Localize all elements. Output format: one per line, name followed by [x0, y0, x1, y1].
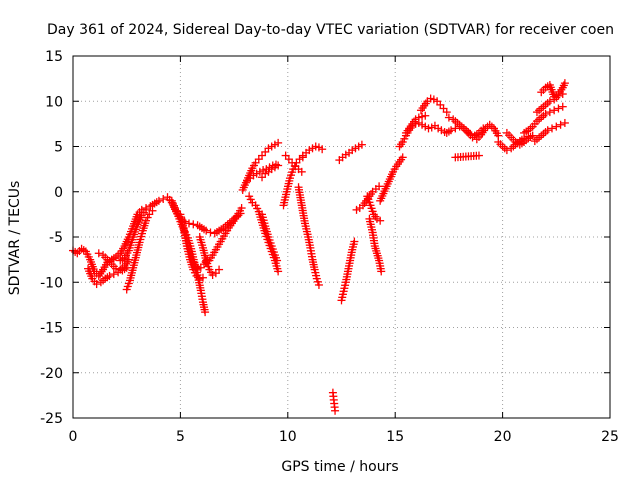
data-point: [541, 128, 550, 137]
data-point: [552, 122, 561, 131]
data-point: [548, 124, 557, 133]
data-point: [541, 100, 550, 109]
data-point: [273, 256, 282, 265]
data-point: [94, 249, 103, 258]
data-point: [189, 220, 198, 229]
data-point: [537, 113, 546, 122]
data-point: [543, 126, 552, 135]
data-point: [507, 144, 516, 153]
data-point: [502, 146, 511, 155]
data-point: [535, 106, 544, 115]
data-point: [554, 91, 563, 100]
data-point: [274, 161, 283, 170]
data-point: [451, 124, 460, 133]
data-point: [148, 206, 157, 215]
y-tick-label: -15: [40, 321, 63, 337]
data-point: [96, 278, 105, 287]
grid-lines: [73, 56, 610, 418]
data-point: [421, 111, 430, 120]
data-point: [457, 122, 466, 131]
data-point: [198, 273, 207, 282]
data-point: [154, 196, 163, 205]
data-point: [474, 151, 483, 160]
data-point: [539, 102, 548, 111]
data-point: [215, 265, 224, 274]
data-point: [537, 104, 546, 113]
y-tick-label: 5: [54, 140, 63, 156]
data-point: [560, 118, 569, 127]
data-point: [376, 216, 385, 225]
data-point: [537, 131, 546, 140]
data-point: [560, 79, 569, 88]
y-tick-label: 0: [54, 185, 63, 201]
x-tick-label: 20: [494, 429, 512, 445]
chart-title: Day 361 of 2024, Sidereal Day-to-day VTE…: [47, 22, 614, 38]
data-point: [142, 205, 151, 214]
data-point: [159, 194, 168, 203]
data-point: [528, 131, 537, 140]
data-point: [541, 109, 550, 118]
data-point: [331, 406, 340, 415]
data-point: [479, 124, 488, 133]
data-point: [111, 264, 120, 273]
x-tick-label: 0: [69, 429, 78, 445]
data-point: [558, 90, 567, 99]
y-tick-label: -10: [40, 275, 63, 291]
data-point: [375, 182, 384, 191]
data-points: [69, 79, 569, 415]
x-axis-label: GPS time / hours: [281, 459, 398, 475]
axis-ticks: [72, 55, 611, 419]
data-point: [92, 280, 101, 289]
data-point: [274, 267, 283, 276]
data-point: [453, 118, 462, 127]
y-tick-label: -20: [40, 366, 63, 382]
data-point: [532, 108, 541, 117]
x-tick-label: 10: [279, 429, 297, 445]
data-point: [539, 129, 548, 138]
data-point: [350, 237, 359, 246]
data-point: [558, 102, 567, 111]
data-point: [556, 120, 565, 129]
y-tick-label: -25: [40, 411, 63, 427]
data-point: [545, 97, 554, 106]
data-point: [202, 226, 211, 235]
data-point: [447, 126, 456, 135]
data-point: [377, 267, 386, 276]
data-point: [455, 120, 464, 129]
data-point: [237, 204, 246, 213]
data-point: [535, 133, 544, 142]
data-point: [543, 99, 552, 108]
x-tick-label: 5: [176, 429, 185, 445]
data-point: [487, 122, 496, 131]
y-axis-label: SDTVAR / TECUs: [7, 181, 23, 296]
y-tick-label: 10: [45, 94, 63, 110]
data-point: [398, 153, 407, 162]
data-point: [274, 138, 283, 147]
data-point: [550, 106, 559, 115]
data-point: [535, 115, 544, 124]
data-point: [444, 113, 453, 122]
data-point: [545, 108, 554, 117]
data-point: [442, 108, 451, 117]
data-point: [554, 104, 563, 113]
data-point: [539, 111, 548, 120]
y-tick-label: 15: [45, 49, 63, 65]
data-point: [357, 140, 366, 149]
data-point: [105, 271, 114, 280]
x-tick-label: 25: [601, 429, 619, 445]
data-point: [184, 219, 193, 228]
data-point: [297, 167, 306, 176]
x-tick-label: 15: [386, 429, 404, 445]
y-tick-label: -5: [49, 230, 63, 246]
data-point: [314, 280, 323, 289]
data-point: [318, 145, 327, 154]
data-point: [451, 117, 460, 126]
data-point: [201, 308, 210, 317]
data-point: [485, 120, 494, 129]
tick-labels: 0 5 10 15 20 25 -25 -20 -15 -10 -5 0 5 10 15: [40, 49, 619, 445]
data-point: [109, 270, 118, 279]
data-point: [449, 115, 458, 124]
